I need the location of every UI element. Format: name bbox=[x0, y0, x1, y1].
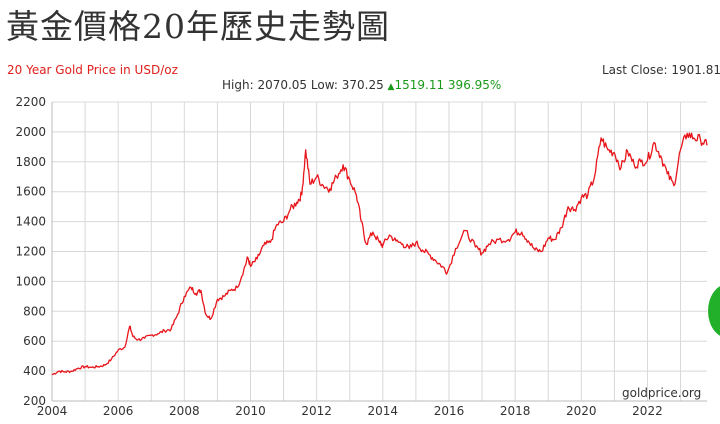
page-title: 黃金價格20年歷史走勢圖 bbox=[6, 7, 390, 46]
y-tick-label: 1600 bbox=[15, 185, 46, 199]
y-tick-label: 400 bbox=[23, 364, 46, 378]
x-tick-label: 2018 bbox=[500, 404, 531, 418]
y-tick-label: 600 bbox=[23, 334, 46, 348]
x-tick-label: 2008 bbox=[169, 404, 200, 418]
y-tick-label: 2000 bbox=[15, 125, 46, 139]
x-tick-label: 2004 bbox=[37, 404, 68, 418]
y-tick-label: 1000 bbox=[15, 274, 46, 288]
change-value: 1519.11 bbox=[394, 78, 445, 92]
x-tick-label: 2022 bbox=[632, 404, 663, 418]
up-triangle-icon: ▲ bbox=[387, 82, 395, 92]
x-tick-label: 2010 bbox=[235, 404, 266, 418]
high-value: High: 2070.05 bbox=[222, 78, 308, 92]
low-value: Low: 370.25 bbox=[310, 78, 384, 92]
watermark: goldprice.org bbox=[622, 386, 702, 400]
y-tick-label: 1400 bbox=[15, 215, 46, 229]
y-tick-label: 2200 bbox=[15, 95, 46, 109]
x-tick-label: 2014 bbox=[368, 404, 399, 418]
price-stats: High: 2070.05 Low: 370.25 ▲1519.11 396.9… bbox=[222, 78, 501, 92]
y-tick-label: 800 bbox=[23, 304, 46, 318]
x-tick-label: 2016 bbox=[434, 404, 465, 418]
x-tick-label: 2012 bbox=[301, 404, 332, 418]
grid bbox=[51, 101, 707, 402]
y-tick-label: 1800 bbox=[15, 155, 46, 169]
x-tick-label: 2020 bbox=[566, 404, 597, 418]
y-tick-label: 200 bbox=[23, 394, 46, 408]
chart-subtitle: 20 Year Gold Price in USD/oz bbox=[7, 63, 178, 77]
change-percent: 396.95% bbox=[447, 78, 502, 92]
x-tick-label: 2006 bbox=[103, 404, 134, 418]
y-axis: 200 400 600 800 1000 1200 1400 1600 1800 2000 2200 bbox=[15, 95, 46, 408]
x-axis: 2004 2006 2008 2010 2012 2014 2016 2018 2020 2022 bbox=[37, 404, 663, 418]
price-series-line bbox=[51, 132, 708, 376]
last-close-label: Last Close: 1901.81 bbox=[602, 63, 720, 77]
y-tick-label: 1200 bbox=[15, 245, 46, 259]
chat-bubble[interactable] bbox=[708, 284, 720, 338]
